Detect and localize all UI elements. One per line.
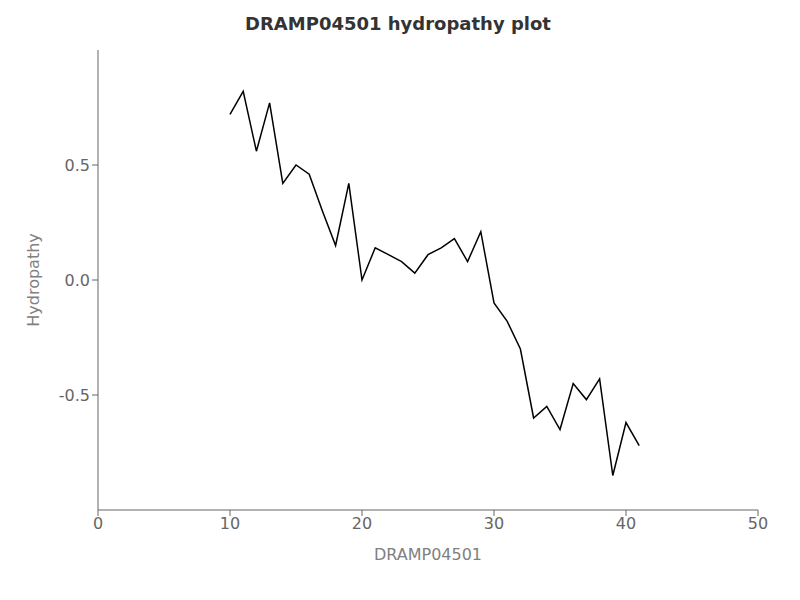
svg-text:30: 30 (484, 514, 504, 533)
svg-text:DRAMP04501: DRAMP04501 (374, 545, 482, 564)
html-text:DRAMP04501 hydropathy plot: DRAMP04501 hydropathy plot (245, 13, 551, 34)
svg-text:-0.5: -0.5 (59, 386, 90, 405)
svg-text:0.5: 0.5 (65, 156, 90, 175)
svg-text:Hydropathy: Hydropathy (24, 233, 43, 327)
svg-text:40: 40 (616, 514, 636, 533)
svg-text:0.0: 0.0 (65, 271, 90, 290)
svg-text:0: 0 (93, 514, 103, 533)
svg-text:10: 10 (220, 514, 240, 533)
svg-text:50: 50 (748, 514, 768, 533)
svg-text:20: 20 (352, 514, 372, 533)
